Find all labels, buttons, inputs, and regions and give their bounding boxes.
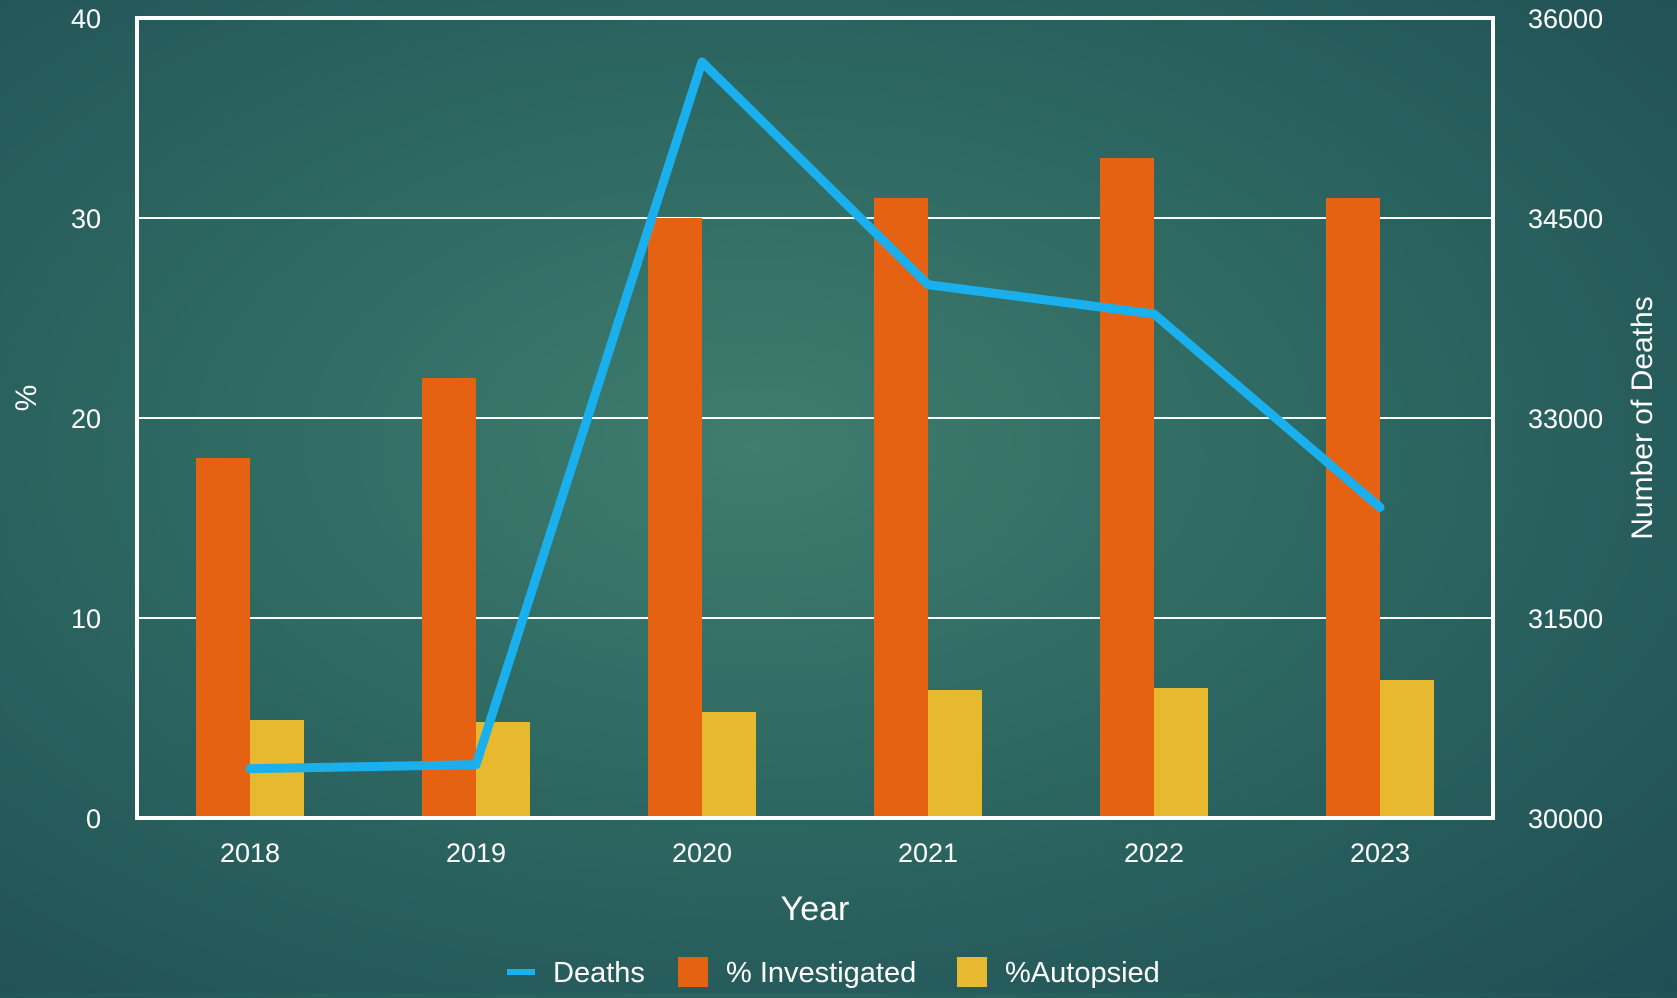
- axis-layer: 0 10 20 30 40 30000 31500 33000 34500 36000 2018 20…: [71, 4, 1603, 868]
- bar-autopsied: [1380, 680, 1434, 818]
- x-tick-label: 2019: [446, 838, 506, 868]
- line-layer: [245, 57, 1385, 774]
- legend-label: % Investigated: [726, 957, 916, 989]
- x-tick-label: 2021: [898, 838, 958, 868]
- legend-swatch: [678, 957, 708, 987]
- deaths-point: [1153, 313, 1155, 315]
- x-tick-label: 2020: [672, 838, 732, 868]
- grid-layer: [137, 217, 1493, 619]
- bar-autopsied: [702, 712, 756, 818]
- bar-investigated: [422, 378, 476, 818]
- y-tick-label: 20: [71, 404, 101, 434]
- deaths-point: [249, 767, 251, 770]
- y-tick-label: 10: [71, 604, 101, 634]
- bars-layer: [196, 158, 1434, 818]
- bar-autopsied: [1154, 688, 1208, 818]
- deaths-point: [475, 763, 477, 766]
- x-tick-label: 2023: [1350, 838, 1410, 868]
- legend-label: %Autopsied: [1005, 957, 1160, 989]
- y2-axis-title: Number of Deaths: [1626, 296, 1659, 539]
- y-tick-label: 40: [71, 4, 101, 34]
- y-tick-label: 0: [86, 804, 101, 834]
- deaths-line: [245, 57, 1385, 774]
- x-tick-label: 2022: [1124, 838, 1184, 868]
- bar-investigated: [1326, 198, 1380, 818]
- x-axis-title: Year: [781, 890, 850, 928]
- bar-investigated: [1100, 158, 1154, 818]
- plot-border: [135, 16, 1495, 820]
- y2-tick-label: 33000: [1528, 404, 1603, 434]
- deaths-point: [1379, 506, 1381, 509]
- legend-label: Deaths: [553, 957, 645, 989]
- bar-investigated: [648, 218, 702, 818]
- bar-investigated: [874, 198, 928, 818]
- deaths-point: [927, 283, 929, 286]
- y2-tick-label: 30000: [1528, 804, 1603, 834]
- y-tick-label: 30: [71, 204, 101, 234]
- legend: Deaths % Investigated %Autopsied: [507, 957, 1160, 989]
- x-tick-label: 2018: [220, 838, 280, 868]
- y2-tick-label: 31500: [1528, 604, 1603, 634]
- bar-autopsied: [928, 690, 982, 818]
- deaths-point: [701, 61, 703, 63]
- y-axis-title: %: [10, 385, 43, 412]
- bar-investigated: [196, 458, 250, 818]
- y2-tick-label: 34500: [1528, 204, 1603, 234]
- y2-tick-label: 36000: [1528, 4, 1603, 34]
- legend-swatch: [957, 957, 987, 987]
